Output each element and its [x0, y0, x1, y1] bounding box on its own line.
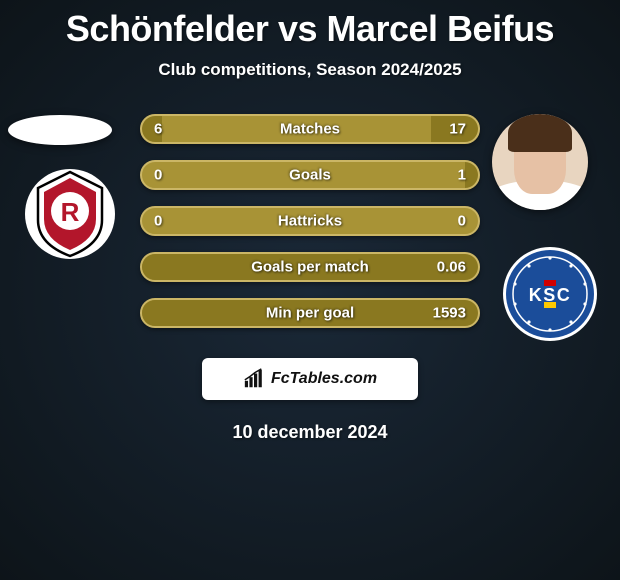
stat-value-right: 17 — [449, 121, 466, 138]
watermark: FcTables.com — [202, 358, 418, 400]
bar-chart-icon — [243, 368, 265, 390]
stat-label: Hattricks — [278, 213, 342, 230]
stat-label: Min per goal — [266, 305, 354, 322]
stat-bars: 6 Matches 17 0 Goals 1 0 Hattricks 0 Goa… — [140, 112, 480, 328]
stat-value-left: 6 — [154, 121, 162, 138]
stat-value-right: 0.06 — [437, 259, 466, 276]
svg-text:R: R — [61, 197, 80, 227]
player-left-club-badge: R — [20, 164, 120, 264]
stat-value-left: 0 — [154, 167, 162, 184]
page-title: Schönfelder vs Marcel Beifus — [0, 0, 620, 50]
watermark-text: FcTables.com — [271, 370, 377, 388]
stat-value-right: 0 — [458, 213, 466, 230]
stat-row-matches: 6 Matches 17 — [140, 114, 480, 144]
player-right-club-badge: KSC — [500, 244, 600, 344]
stat-fill-right — [465, 162, 478, 188]
stat-row-goals: 0 Goals 1 — [140, 160, 480, 190]
footer-date: 10 december 2024 — [0, 422, 620, 443]
stat-row-hattricks: 0 Hattricks 0 — [140, 206, 480, 236]
stat-row-goals-per-match: Goals per match 0.06 — [140, 252, 480, 282]
stat-row-min-per-goal: Min per goal 1593 — [140, 298, 480, 328]
stat-value-left: 0 — [154, 213, 162, 230]
comparison-area: R KSC 6 Matches 17 — [0, 112, 620, 352]
page-subtitle: Club competitions, Season 2024/2025 — [0, 60, 620, 80]
player-right-avatar — [492, 114, 588, 210]
stat-value-right: 1 — [458, 167, 466, 184]
stat-value-right: 1593 — [433, 305, 466, 322]
stat-label: Goals per match — [251, 259, 369, 276]
player-left-avatar — [8, 115, 112, 145]
svg-text:KSC: KSC — [529, 285, 572, 305]
stat-label: Goals — [289, 167, 331, 184]
stat-label: Matches — [280, 121, 340, 138]
